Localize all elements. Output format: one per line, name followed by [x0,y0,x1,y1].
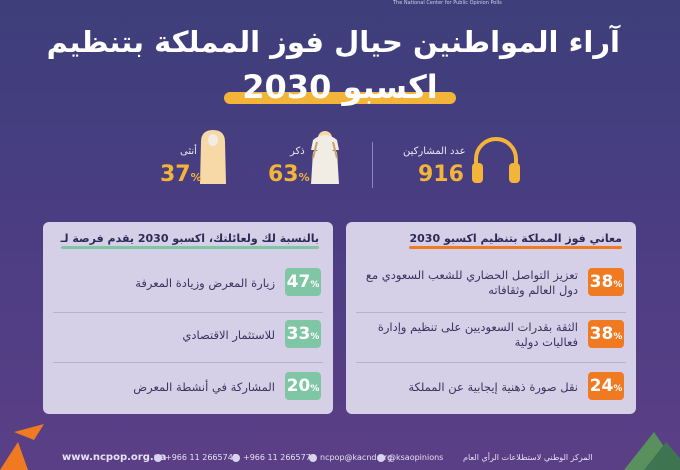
page-title: آراء المواطنين حيال فوز المملكة بتنظيم [46,25,620,59]
participants-label: عدد المشاركين [403,146,466,157]
whatsapp-icon [154,453,162,462]
footer-phone1: +966 11 2665747 [154,453,238,462]
list-item: 38% تعزيز التواصل الحضاري للشعب السعودي … [358,266,624,302]
footer-center-name: المركز الوطني لاستطلاعات الرأي العام [463,453,593,462]
stats-divider [372,142,373,188]
percent-badge: 38% [588,320,624,348]
panel-meanings: معاني فوز المملكة بتنظيم اكسبو 2030 38% … [346,222,636,414]
male-percent: 63% [268,162,310,187]
female-label: أنثى [180,146,197,157]
headphones-icon [472,137,520,183]
item-text: تعزيز التواصل الحضاري للشعب السعودي مع د… [365,268,578,297]
phone-icon [232,453,240,462]
female-percent: 37% [160,162,202,187]
percent-badge: 47% [285,268,321,296]
panel-opportunities-title: بالنسبة لك ولعائلتك، اكسبو 2030 يقدم فرص… [60,232,319,249]
list-item: 24% نقل صورة ذهنية إيجابية عن المملكة [358,370,624,406]
list-item: 20% المشاركة في أنشطة المعرض [55,370,321,406]
divider [53,312,323,313]
item-text: زيارة المعرض وزيادة المعرفة [135,275,275,290]
item-text: الثقة بقدرات السعوديين على تنظيم وإدارة … [377,320,578,349]
item-text: المشاركة في أنشطة المعرض [133,379,275,394]
stats-section: عدد المشاركين 916 ذكر 63% أنثى 37% [0,128,680,198]
percent-badge: 33% [285,320,321,348]
list-item: 33% للاستثمار الاقتصادي [55,318,321,354]
x-logo-icon [377,453,385,462]
footer-social[interactable]: @ksaopinions [377,453,443,462]
top-logo-english: The National Center for Public Opinion P… [393,0,502,6]
footer-email[interactable]: ncpop@kacnd.org [309,453,392,462]
email-icon [309,453,317,462]
decorative-corner-right-icon [624,432,680,470]
top-bar: The National Center for Public Opinion P… [0,0,680,10]
percent-badge: 24% [588,372,624,400]
footer-website[interactable]: www.ncpop.org.sa [62,452,167,463]
footer: www.ncpop.org.sa +966 11 2665747 +966 11… [0,446,680,470]
page-subtitle-wrap: اكسبو 2030 [0,68,680,106]
panel-meanings-title: معاني فوز المملكة بتنظيم اكسبو 2030 [409,232,622,249]
percent-badge: 38% [588,268,624,296]
list-item: 38% الثقة بقدرات السعوديين على تنظيم وإد… [358,318,624,354]
divider [356,312,626,313]
page-subtitle: اكسبو 2030 [224,68,457,106]
male-label: ذكر [290,146,305,157]
male-figure-icon [311,131,339,184]
item-text: للاستثمار الاقتصادي [182,327,275,342]
decorative-corner-left-icon [0,424,44,470]
participants-value: 916 [418,162,464,187]
list-item: 47% زيارة المعرض وزيادة المعرفة [55,266,321,302]
panel-opportunities: بالنسبة لك ولعائلتك، اكسبو 2030 يقدم فرص… [43,222,333,414]
item-text: نقل صورة ذهنية إيجابية عن المملكة [408,379,578,394]
divider [356,362,626,363]
percent-badge: 20% [285,372,321,400]
footer-phone2: +966 11 2665778 [232,453,316,462]
female-figure-icon [200,130,226,184]
divider [53,362,323,363]
